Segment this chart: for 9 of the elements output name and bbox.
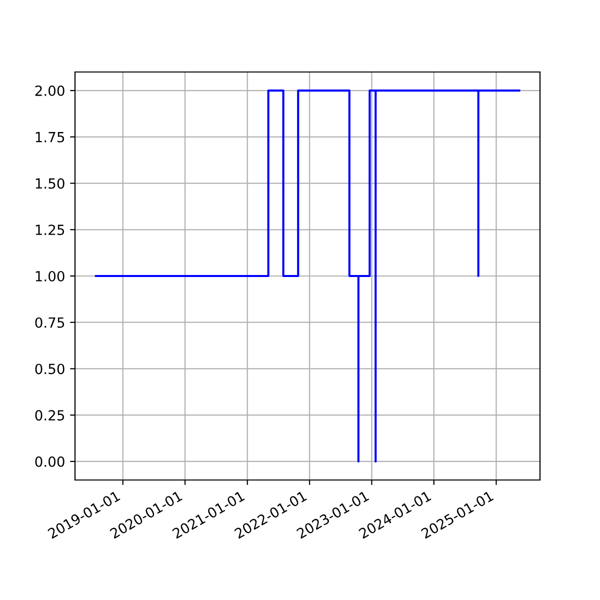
- y-tick-label: 1.50: [36, 178, 64, 189]
- y-tick-label: 2.00: [35, 86, 64, 96]
- y-tick-label: 0.75: [35, 317, 64, 328]
- y-tick-label: 0.50: [35, 364, 64, 374]
- y-tick-label: 1.00: [36, 270, 64, 282]
- y-tick-label: 1.25: [36, 224, 64, 236]
- y-tick-label: 0.00: [35, 456, 64, 467]
- y-tick-label: 0.25: [35, 410, 64, 421]
- y-tick-label: 1.75: [36, 132, 64, 142]
